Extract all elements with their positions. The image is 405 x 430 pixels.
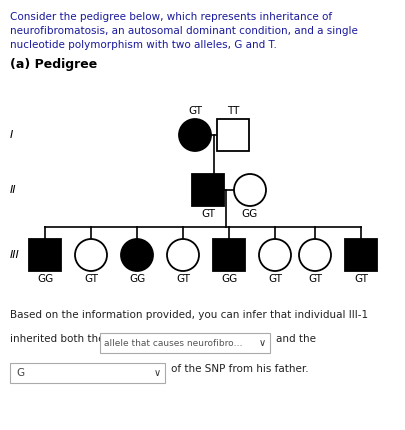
Text: of the SNP from his father.: of the SNP from his father.: [171, 364, 308, 374]
Bar: [213, 239, 244, 271]
Text: (a) Pedigree: (a) Pedigree: [10, 58, 97, 71]
Text: inherited both the: inherited both the: [10, 334, 104, 344]
Bar: [216, 119, 248, 151]
Text: ∨: ∨: [153, 368, 160, 378]
Text: GG: GG: [241, 209, 258, 219]
Bar: [192, 174, 224, 206]
Text: II: II: [10, 185, 17, 195]
Circle shape: [233, 174, 265, 206]
Circle shape: [258, 239, 290, 271]
Text: GG: GG: [220, 274, 237, 284]
Text: GG: GG: [128, 274, 145, 284]
Text: GT: GT: [200, 209, 215, 219]
Text: GT: GT: [84, 274, 98, 284]
Bar: [10, 363, 164, 383]
Text: Based on the information provided, you can infer that individual III-1: Based on the information provided, you c…: [10, 310, 367, 320]
Text: GT: GT: [267, 274, 281, 284]
Text: TT: TT: [226, 106, 239, 116]
Text: Consider the pedigree below, which represents inheritance of: Consider the pedigree below, which repre…: [10, 12, 331, 22]
Circle shape: [75, 239, 107, 271]
Circle shape: [121, 239, 153, 271]
Circle shape: [179, 119, 211, 151]
Text: GT: GT: [175, 274, 190, 284]
Text: G: G: [16, 368, 24, 378]
Text: ∨: ∨: [258, 338, 265, 348]
Circle shape: [298, 239, 330, 271]
Text: GG: GG: [37, 274, 53, 284]
Bar: [29, 239, 61, 271]
Text: GT: GT: [307, 274, 321, 284]
Circle shape: [166, 239, 198, 271]
Text: III: III: [10, 250, 20, 260]
Text: neurofibromatosis, an autosomal dominant condition, and a single: neurofibromatosis, an autosomal dominant…: [10, 26, 357, 36]
Text: GT: GT: [353, 274, 367, 284]
Text: allele that causes neurofibro…: allele that causes neurofibro…: [104, 338, 242, 347]
Text: and the: and the: [275, 334, 315, 344]
Bar: [100, 333, 269, 353]
Text: I: I: [10, 130, 13, 140]
Text: nucleotide polymorphism with two alleles, G and T.: nucleotide polymorphism with two alleles…: [10, 40, 276, 50]
Bar: [344, 239, 376, 271]
Text: GT: GT: [188, 106, 202, 116]
